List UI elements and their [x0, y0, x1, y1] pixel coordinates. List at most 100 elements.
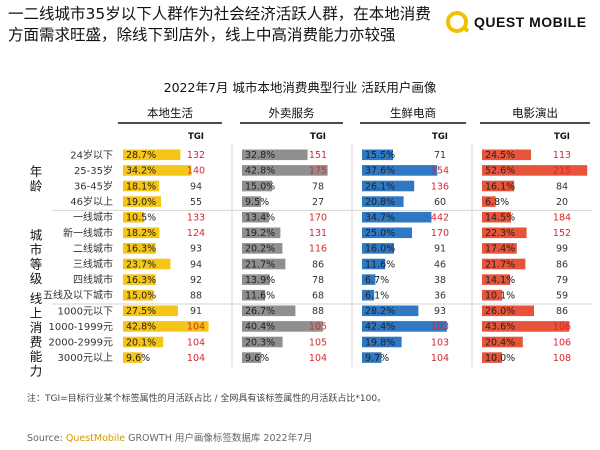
tgi-value: 103 [431, 337, 449, 348]
tgi-value: 86 [556, 259, 568, 270]
bar [123, 352, 143, 363]
bar [362, 352, 382, 363]
logo-text: QUEST MOBILE [474, 14, 587, 30]
row-label: 3000元以上 [58, 352, 113, 364]
bar-value-label: 11.6% [365, 259, 395, 270]
tgi-value: 132 [187, 150, 205, 161]
bar [362, 227, 412, 239]
tgi-value: 104 [431, 353, 449, 364]
questmobile-logo-icon [446, 11, 468, 33]
row-label: 四线城市 [73, 273, 113, 286]
bar-value-label: 25.0% [365, 228, 395, 239]
bar [362, 258, 386, 270]
bar-value-label: 16.3% [126, 244, 156, 255]
bar-value-label: 16.3% [126, 275, 156, 286]
bar [482, 149, 531, 161]
tgi-value: 78 [312, 181, 324, 192]
bar [242, 274, 270, 285]
bar-value-label: 37.6% [365, 166, 395, 177]
row-label: 五线及以下城市 [43, 289, 113, 302]
bar [482, 211, 511, 223]
source-text: GROWTH 用户画像标签数据库 2022年7月 [125, 433, 313, 444]
bar-value-label: 43.6% [485, 322, 515, 333]
bar [362, 165, 438, 176]
bar [242, 321, 323, 332]
tgi-value: 86 [312, 259, 324, 270]
tgi-value: 36 [434, 291, 446, 302]
bar-value-label: 26.7% [245, 306, 275, 317]
tgi-value: 215 [553, 166, 571, 177]
bar [242, 165, 328, 176]
tgi-value: 103 [431, 322, 449, 333]
tgi-value: 131 [309, 228, 327, 239]
tgi-value: 68 [312, 291, 324, 302]
tgi-value: 154 [431, 166, 449, 177]
row-label: 24岁以下 [70, 148, 113, 161]
bar [482, 165, 588, 176]
bar [242, 227, 281, 239]
bar [123, 274, 156, 285]
tgi-value: 91 [190, 306, 202, 317]
bar-value-label: 28.7% [126, 150, 156, 161]
bar-value-label: 10.5% [126, 213, 156, 224]
source-line: Source: QuestMobile GROWTH 用户画像标签数据库 202… [27, 430, 313, 444]
bar-value-label: 40.4% [245, 322, 275, 333]
bar [123, 336, 164, 348]
row-label: 1000-1999元 [48, 322, 113, 333]
group-label-2: 线上消费能力 [30, 291, 43, 379]
bar [123, 211, 144, 223]
headline: 一二线城市35岁以下人群作为社会经济活跃人群，在本地消费方面需求旺盛，除线下到店… [8, 5, 431, 44]
bar [242, 149, 308, 161]
bar-value-label: 16.1% [485, 181, 515, 192]
tgi-header-3: TGI [554, 132, 570, 142]
tgi-value: 105 [309, 322, 327, 333]
bar [482, 258, 526, 270]
bar [242, 289, 266, 301]
bar-value-label: 9.6% [245, 353, 269, 364]
bar [123, 180, 160, 192]
tgi-value: 20 [556, 197, 568, 208]
row-label: 1000元以下 [58, 306, 113, 317]
bar [242, 180, 272, 192]
bar-value-label: 6.7% [365, 275, 389, 286]
tgi-value: 78 [312, 275, 324, 286]
bar-value-label: 18.1% [126, 181, 156, 192]
bar-value-label: 15.5% [365, 150, 395, 161]
tgi-value: 94 [190, 259, 202, 270]
bar-value-label: 28.2% [365, 306, 395, 317]
tgi-value: 46 [434, 259, 446, 270]
tgi-value: 133 [187, 213, 205, 224]
bar [362, 336, 402, 348]
tgi-value: 93 [190, 244, 202, 255]
tgi-header-1: TGI [310, 132, 326, 142]
bar [123, 305, 178, 317]
tgi-value: 27 [312, 197, 324, 208]
source-brand: QuestMobile [65, 433, 126, 444]
bar-value-label: 9.7% [365, 353, 389, 364]
bar-value-label: 52.6% [485, 166, 515, 177]
bar [482, 227, 527, 239]
bar [362, 196, 404, 207]
tgi-value: 108 [553, 353, 571, 364]
bar-value-label: 20.8% [365, 197, 395, 208]
bar [242, 196, 261, 207]
row-label: 46岁以上 [70, 195, 113, 208]
bar-value-label: 42.4% [365, 322, 395, 333]
bar [242, 258, 286, 270]
group-label-0: 年龄 [30, 164, 43, 194]
bar-value-label: 13.4% [245, 213, 275, 224]
tgi-value: 113 [553, 150, 571, 161]
tgi-header-0: TGI [188, 132, 204, 142]
tgi-value: 106 [553, 337, 571, 348]
bar [242, 352, 262, 363]
bar-value-label: 20.2% [245, 244, 275, 255]
tgi-value: 140 [187, 166, 205, 177]
bar-value-label: 19.2% [245, 228, 275, 239]
bar [242, 243, 283, 254]
bar [242, 305, 296, 317]
tgi-value: 91 [434, 244, 446, 255]
bar [482, 305, 534, 317]
bar [482, 321, 570, 332]
tgi-value: 55 [190, 197, 202, 208]
